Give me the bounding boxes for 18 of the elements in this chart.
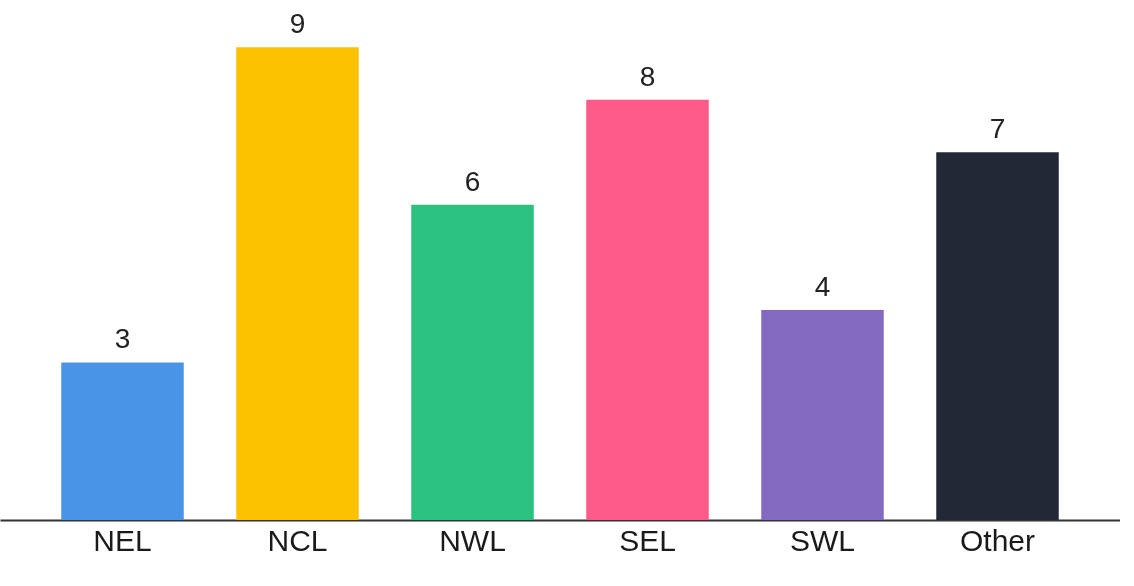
bar [936, 152, 1059, 520]
bar [761, 309, 884, 520]
data-label: 4 [814, 270, 831, 302]
x-tick-label: NEL [93, 523, 152, 557]
data-label: 6 [464, 165, 481, 197]
bar [236, 47, 359, 520]
x-tick-label: NWL [439, 523, 506, 557]
data-label: 9 [289, 8, 306, 40]
bar [411, 204, 534, 520]
data-label: 3 [114, 323, 131, 355]
bar [586, 99, 709, 520]
data-label: 8 [639, 60, 656, 92]
bar [61, 362, 184, 520]
x-tick-label: NCL [267, 523, 328, 557]
x-tick-label: SWL [789, 523, 856, 557]
x-tick-label: SEL [619, 523, 676, 557]
data-label: 7 [989, 113, 1006, 145]
x-tick-label: Other [959, 523, 1036, 557]
